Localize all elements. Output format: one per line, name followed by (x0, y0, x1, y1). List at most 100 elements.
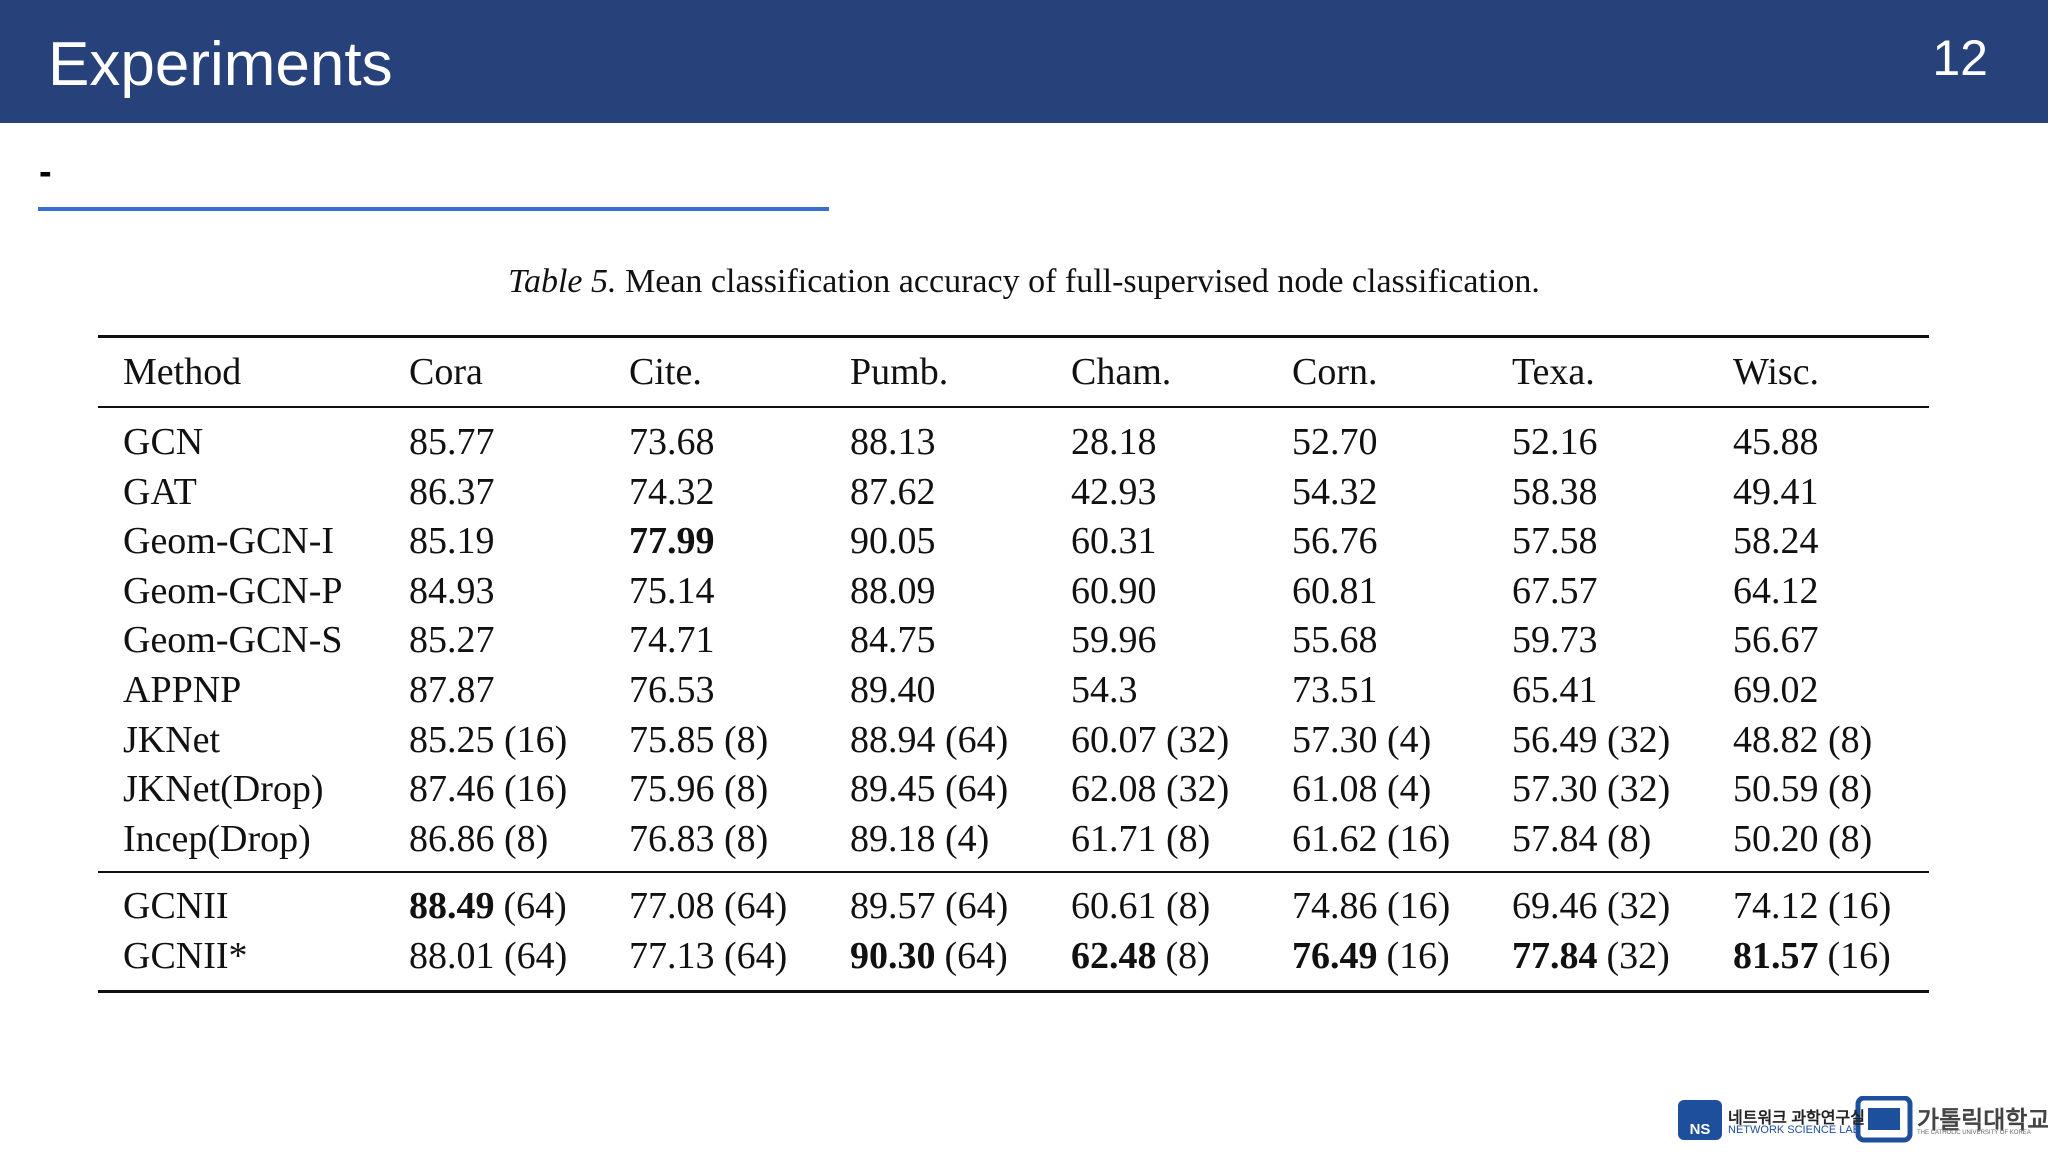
table-cell: 88.49 (64) (409, 882, 567, 930)
table-cell: 76.53 (629, 669, 715, 711)
table-cell: 54.3 (1071, 669, 1138, 711)
table-cell: 61.08 (4) (1292, 768, 1432, 811)
table-cell: 50.20 (8) (1733, 817, 1873, 860)
table-cell: 60.81 (1292, 569, 1378, 612)
table-cell: GCN (123, 421, 204, 463)
table-cell: 61.62 (16) (1292, 817, 1451, 860)
table-cell: 65.41 (1512, 669, 1598, 711)
table-cell: 73.68 (629, 421, 715, 463)
table-cell: 54.32 (1292, 470, 1378, 513)
table-cell: Geom-GCN-P (123, 569, 343, 612)
bold-value: 77.84 (1512, 934, 1598, 977)
cell-note: (32) (1606, 934, 1670, 977)
caption-text: Mean classification accuracy of full-sup… (625, 263, 1540, 300)
table-cell: 69.46 (32) (1512, 885, 1671, 927)
slide-title: Experiments (48, 30, 393, 99)
table-cell: 77.84 (32) (1512, 932, 1670, 980)
university-logo (1868, 1108, 1900, 1130)
table-cell: 50.59 (8) (1733, 768, 1873, 811)
university-english: THE CATHOLIC UNIVERSITY OF KOREA (1917, 1130, 2031, 1136)
caption-label: Table 5. (508, 263, 617, 300)
table-cell: 86.86 (8) (409, 817, 549, 860)
table-cell: 75.14 (629, 569, 715, 612)
table-cell: 52.70 (1292, 421, 1378, 463)
table-cell: 87.62 (850, 470, 936, 513)
footer-logos: NS (1678, 1096, 1913, 1143)
table-cell: Cham. (1071, 351, 1172, 393)
table-cell: 74.71 (629, 619, 715, 662)
table-cell: Geom-GCN-I (123, 520, 335, 563)
table-cell: 88.94 (64) (850, 718, 1009, 761)
table-cell: 87.46 (16) (409, 768, 568, 811)
table-cell: JKNet(Drop) (123, 768, 324, 811)
table-cell: JKNet (123, 718, 221, 761)
bold-value: 76.49 (1292, 934, 1378, 977)
table-cell: 77.99 (629, 517, 724, 565)
table-cell: 74.86 (16) (1292, 885, 1451, 927)
table-cell: Pumb. (850, 351, 949, 393)
table-cell: Cora (409, 351, 483, 393)
cell-note: (8) (1165, 934, 1210, 977)
table-cell: 58.38 (1512, 470, 1598, 513)
bullet: - (39, 151, 52, 193)
bold-value: 90.30 (850, 934, 936, 977)
table-cell: 85.77 (409, 421, 495, 463)
cell-note: (64) (944, 934, 1008, 977)
table-cell: 75.96 (8) (629, 768, 769, 811)
table-cell: Texa. (1512, 351, 1595, 393)
table-cell: 76.49 (16) (1292, 932, 1450, 980)
table-cell: 42.93 (1071, 470, 1157, 513)
table-cell: Method (123, 351, 242, 393)
lab-name: 네트워크 과학연구실 (1728, 1110, 1865, 1127)
table-cell: 57.84 (8) (1512, 817, 1652, 860)
table-cell: 57.30 (4) (1292, 718, 1432, 761)
table-cell: 88.01 (64) (409, 934, 568, 977)
table-cell: 57.30 (32) (1512, 768, 1671, 811)
table-cell: 61.71 (8) (1071, 817, 1211, 860)
table-cell: 84.75 (850, 619, 936, 662)
table-cell: 77.13 (64) (629, 934, 788, 977)
table-cell: 88.13 (850, 421, 936, 463)
table-cell: 55.68 (1292, 619, 1378, 662)
table-cell: 74.12 (16) (1733, 885, 1892, 927)
table-cell: 84.93 (409, 569, 495, 612)
table-cell: 75.85 (8) (629, 718, 769, 761)
table-cell: 90.30 (64) (850, 932, 1008, 980)
table-caption: Table 5. Mean classification accuracy of… (0, 260, 2048, 304)
table-cell: 60.31 (1071, 520, 1157, 563)
page-number: 12 (1932, 30, 1988, 86)
table-cell: 60.90 (1071, 569, 1157, 612)
table-cell: 89.18 (4) (850, 817, 990, 860)
table-cell: 62.48 (8) (1071, 932, 1210, 980)
table-cell: 56.49 (32) (1512, 718, 1671, 761)
cell-note: (64) (503, 885, 567, 927)
table-cell: 86.37 (409, 470, 495, 513)
lab-logo-icon (1678, 1100, 1722, 1140)
cell-note: (16) (1386, 934, 1450, 977)
cell-note: (16) (1827, 934, 1891, 977)
rule (98, 871, 1929, 873)
bold-value: 81.57 (1733, 934, 1819, 977)
table-cell: Cite. (629, 351, 702, 393)
bold-value: 88.49 (409, 885, 495, 927)
table-cell: 76.83 (8) (629, 817, 769, 860)
table-cell: APPNP (123, 669, 242, 711)
table-cell: 67.57 (1512, 569, 1598, 612)
bold-value: 62.48 (1071, 934, 1157, 977)
header-bar (0, 0, 2048, 123)
table-cell: 56.76 (1292, 520, 1378, 563)
table-cell: 89.45 (64) (850, 768, 1009, 811)
table-cell: 60.61 (8) (1071, 885, 1211, 927)
university-logo (1855, 1096, 1913, 1143)
table-cell: GCNII* (123, 934, 248, 977)
table-cell: Wisc. (1733, 351, 1820, 393)
table-cell: 88.09 (850, 569, 936, 612)
rule (98, 990, 1929, 993)
table-cell: 59.73 (1512, 619, 1598, 662)
table-cell: 49.41 (1733, 470, 1819, 513)
table-cell: GAT (123, 470, 197, 513)
lab-english: NETWORK SCIENCE LAB (1728, 1124, 1861, 1136)
table-cell: 28.18 (1071, 421, 1157, 463)
rule (98, 406, 1929, 408)
table-cell: 69.02 (1733, 669, 1819, 711)
